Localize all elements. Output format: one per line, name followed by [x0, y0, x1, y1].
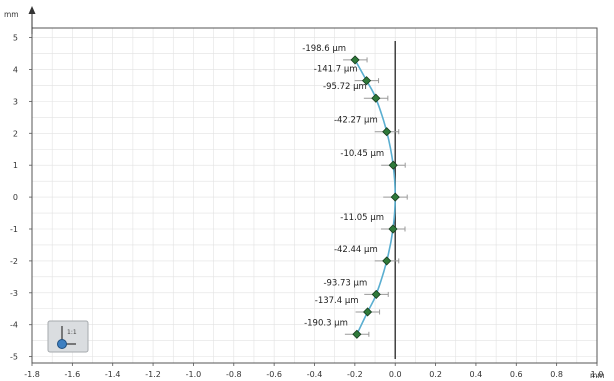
x-tick-label: 0.8	[550, 370, 563, 379]
x-tick-label: -0.2	[347, 370, 363, 379]
x-tick-label: 0.4	[470, 370, 483, 379]
y-tick-label: 2	[13, 129, 18, 138]
data-point	[363, 307, 373, 317]
data-label: -11.05 µm	[340, 213, 384, 223]
data-point	[352, 329, 362, 339]
data-label: -141.7 µm	[314, 65, 358, 75]
data-point	[388, 160, 398, 170]
data-label: -198.6 µm	[302, 44, 346, 54]
data-point	[382, 256, 392, 266]
widget-label: 1:1	[67, 329, 77, 336]
data-label: -137.4 µm	[315, 296, 359, 306]
y-tick-label: 0	[13, 193, 18, 202]
x-tick-label: -1.8	[24, 370, 40, 379]
x-axis-unit: mm	[590, 371, 605, 380]
y-tick-label: -2	[10, 257, 18, 266]
data-label: -42.27 µm	[334, 116, 378, 126]
y-tick-label: 3	[13, 97, 18, 106]
x-tick-label: -0.8	[226, 370, 242, 379]
y-tick-label: 4	[13, 65, 18, 74]
x-tick-label: -0.4	[307, 370, 323, 379]
data-markers	[350, 55, 400, 339]
x-tick-label: 0.2	[429, 370, 442, 379]
y-axis-unit: mm	[4, 10, 19, 19]
y-tick-label: -4	[10, 321, 18, 330]
data-point	[382, 127, 392, 137]
data-point	[371, 289, 381, 299]
y-axis-ticks: 5 4 3 2 1 0 -1 -2 -3 -4 -5	[10, 34, 32, 362]
x-tick-label: -1.6	[65, 370, 81, 379]
x-tick-label: 0.0	[389, 370, 402, 379]
x-axis-ticks: -1.8 -1.6 -1.4 -1.2 -1.0 -0.8 -0.6 -0.4 -0.2 0.0 0…	[24, 363, 603, 379]
widget-box	[47, 320, 89, 353]
x-tick-label: -1.0	[186, 370, 202, 379]
data-labels: -198.6 µm -141.7 µm -95.72 µm -42.27 µm -10.…	[302, 44, 384, 328]
data-point	[390, 192, 400, 202]
y-tick-label: -3	[10, 289, 18, 298]
y-tick-label: -5	[10, 353, 18, 362]
y-tick-label: 1	[13, 161, 18, 170]
data-point	[388, 224, 398, 234]
y-tick-label: -1	[10, 225, 18, 234]
x-tick-label: 0.6	[510, 370, 523, 379]
x-tick-label: -1.4	[105, 370, 121, 379]
data-label: -10.45 µm	[340, 149, 384, 159]
axis-orientation-icon	[57, 326, 76, 349]
data-label: -93.73 µm	[323, 278, 367, 288]
x-tick-label: 1.0	[591, 370, 604, 379]
y-tick-label: 5	[13, 34, 18, 43]
data-label: -95.72 µm	[323, 82, 367, 92]
x-tick-label: -1.2	[145, 370, 161, 379]
axis-orientation-widget[interactable]: 1:1	[47, 320, 89, 353]
data-point	[361, 76, 372, 86]
grid-lines	[31, 28, 598, 363]
x-tick-label: -0.6	[266, 370, 282, 379]
data-point	[371, 93, 381, 103]
data-point	[350, 55, 360, 65]
data-label: -190.3 µm	[304, 318, 348, 328]
data-label: -42.44 µm	[334, 245, 378, 255]
